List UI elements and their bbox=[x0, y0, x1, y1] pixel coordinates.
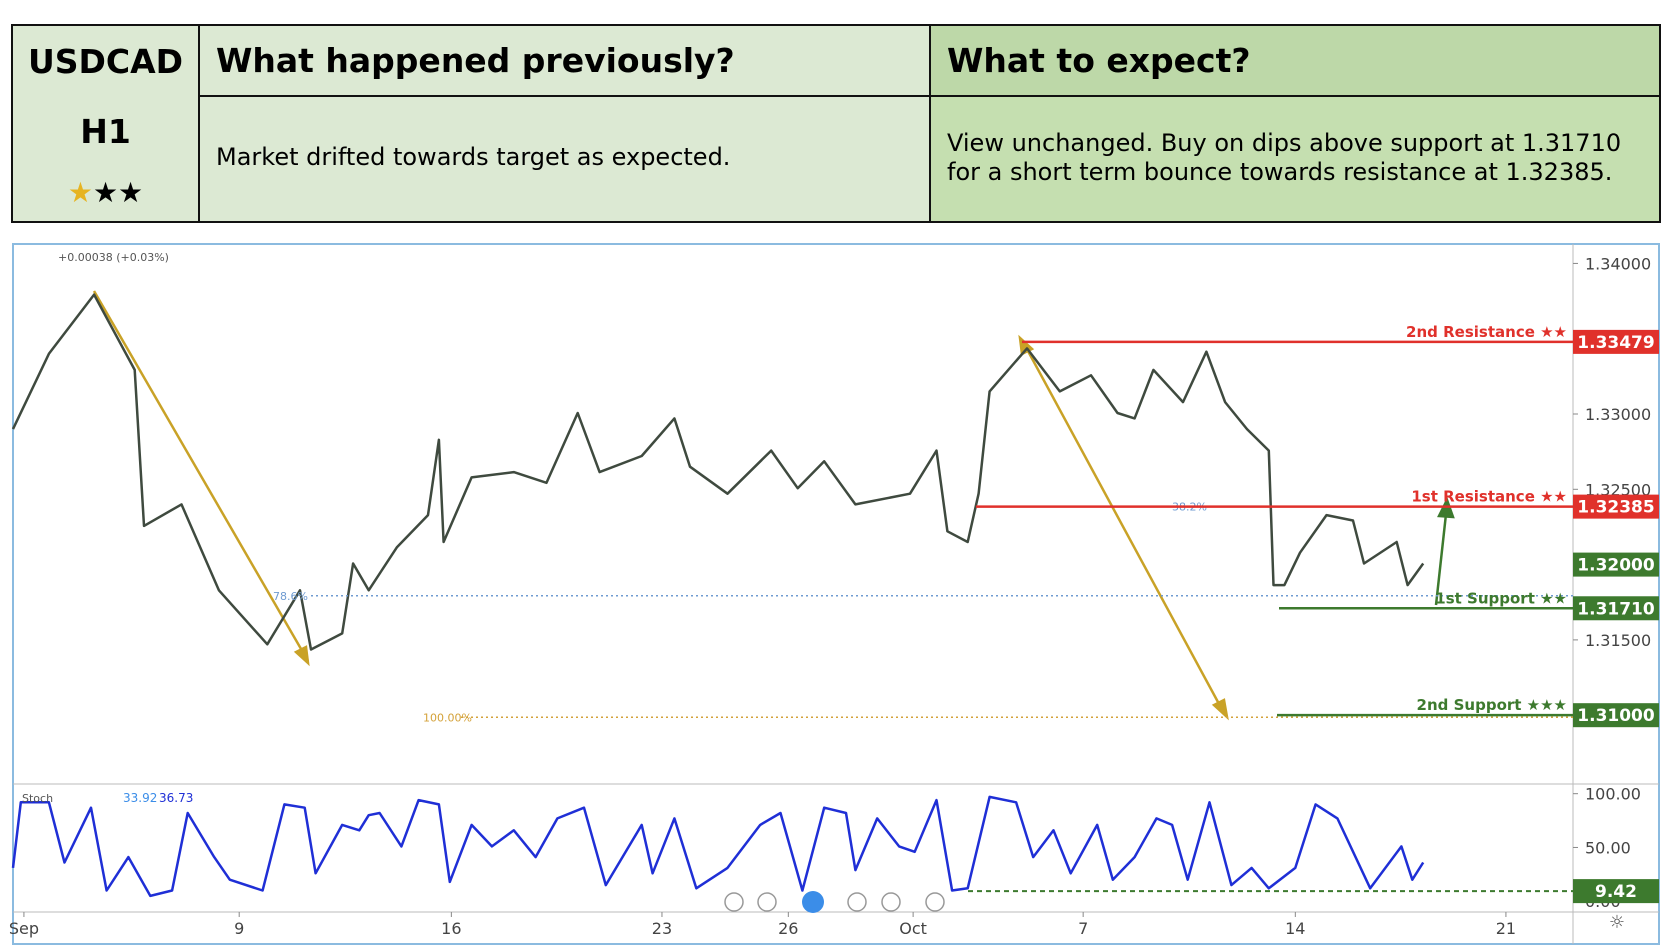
rating: ★★★ bbox=[67, 176, 144, 209]
y-tick-label: 50.00 bbox=[1585, 838, 1631, 857]
series-line bbox=[11, 795, 1425, 898]
trend-arrows bbox=[92, 290, 1229, 721]
x-tick-label: Sep bbox=[9, 919, 39, 938]
body-cell: View unchanged. Buy on dips above suppor… bbox=[931, 97, 1659, 221]
summary-table: USDCAD H1 ★★★ What happened previously? … bbox=[11, 24, 1661, 223]
indicator-reading: 36.73 bbox=[159, 791, 193, 805]
x-tick-label: 23 bbox=[652, 919, 672, 938]
price-badge bbox=[1573, 552, 1659, 577]
toolbar[interactable] bbox=[724, 891, 945, 913]
pair: USDCAD bbox=[27, 42, 184, 81]
y-tick-label: 1.31500 bbox=[1585, 631, 1651, 650]
x-tick-label: 9 bbox=[234, 919, 244, 938]
change-readout: +0.00038 (+0.03%) bbox=[58, 251, 169, 264]
price-badge-label: 1.33479 bbox=[1577, 333, 1654, 353]
price-badge-label: 1.32000 bbox=[1577, 556, 1655, 576]
price-badge bbox=[1573, 703, 1659, 728]
cell-text: Market drifted towards target as expecte… bbox=[216, 143, 731, 171]
header: What to expect? bbox=[947, 41, 1251, 80]
x-tick-label: 14 bbox=[1285, 919, 1305, 938]
level-label: 1st Resistance ★★ bbox=[1411, 488, 1567, 506]
price-badge bbox=[1573, 494, 1659, 519]
y-tick-label: 100.00 bbox=[1585, 785, 1641, 804]
indicator-reading: 33.92 bbox=[123, 791, 157, 805]
price-badge bbox=[1573, 596, 1659, 621]
y-tick-label: 1.33000 bbox=[1585, 405, 1651, 424]
cell-text: View unchanged. Buy on dips above suppor… bbox=[947, 129, 1622, 186]
settings-icon[interactable]: ☼ bbox=[1609, 912, 1625, 933]
price-badge-label: 1.32385 bbox=[1577, 498, 1654, 518]
price-badge-label: 1.31000 bbox=[1577, 706, 1655, 726]
header: What happened previously? bbox=[216, 41, 735, 80]
chart-frame bbox=[12, 243, 1660, 945]
y-tick-label: 1.34000 bbox=[1585, 254, 1651, 273]
fib-label: 78.6% bbox=[273, 590, 308, 603]
price-badge bbox=[1573, 879, 1659, 904]
level-label: 2nd Support ★★★ bbox=[1417, 696, 1567, 714]
level-label: 1st Support ★★ bbox=[1435, 589, 1567, 607]
x-tick-label: 7 bbox=[1078, 919, 1088, 938]
x-tick-label: 26 bbox=[778, 919, 798, 938]
y-tick-label: 1.32500 bbox=[1585, 480, 1651, 499]
price-badge bbox=[1573, 329, 1659, 354]
indicator-title: Stoch bbox=[22, 792, 53, 805]
fib-label: 100.00% bbox=[423, 711, 472, 724]
x-tick-label: 21 bbox=[1496, 919, 1516, 938]
x-tick-label: 16 bbox=[441, 919, 461, 938]
header-cell: What happened previously? bbox=[200, 26, 931, 97]
x-tick-label: Oct bbox=[899, 919, 927, 938]
series-line bbox=[11, 293, 1425, 651]
price-badge-label: 1.31710 bbox=[1577, 599, 1655, 619]
body-cell: Market drifted towards target as expecte… bbox=[200, 97, 931, 221]
timeframe: H1 bbox=[80, 112, 131, 151]
bounce-arrow bbox=[1434, 496, 1455, 606]
header-cell: What to expect? bbox=[931, 26, 1659, 97]
price-badge-label: 9.42 bbox=[1595, 882, 1637, 902]
pair-cell: USDCAD H1 ★★★ bbox=[13, 26, 200, 221]
level-label: 2nd Resistance ★★ bbox=[1406, 323, 1567, 341]
